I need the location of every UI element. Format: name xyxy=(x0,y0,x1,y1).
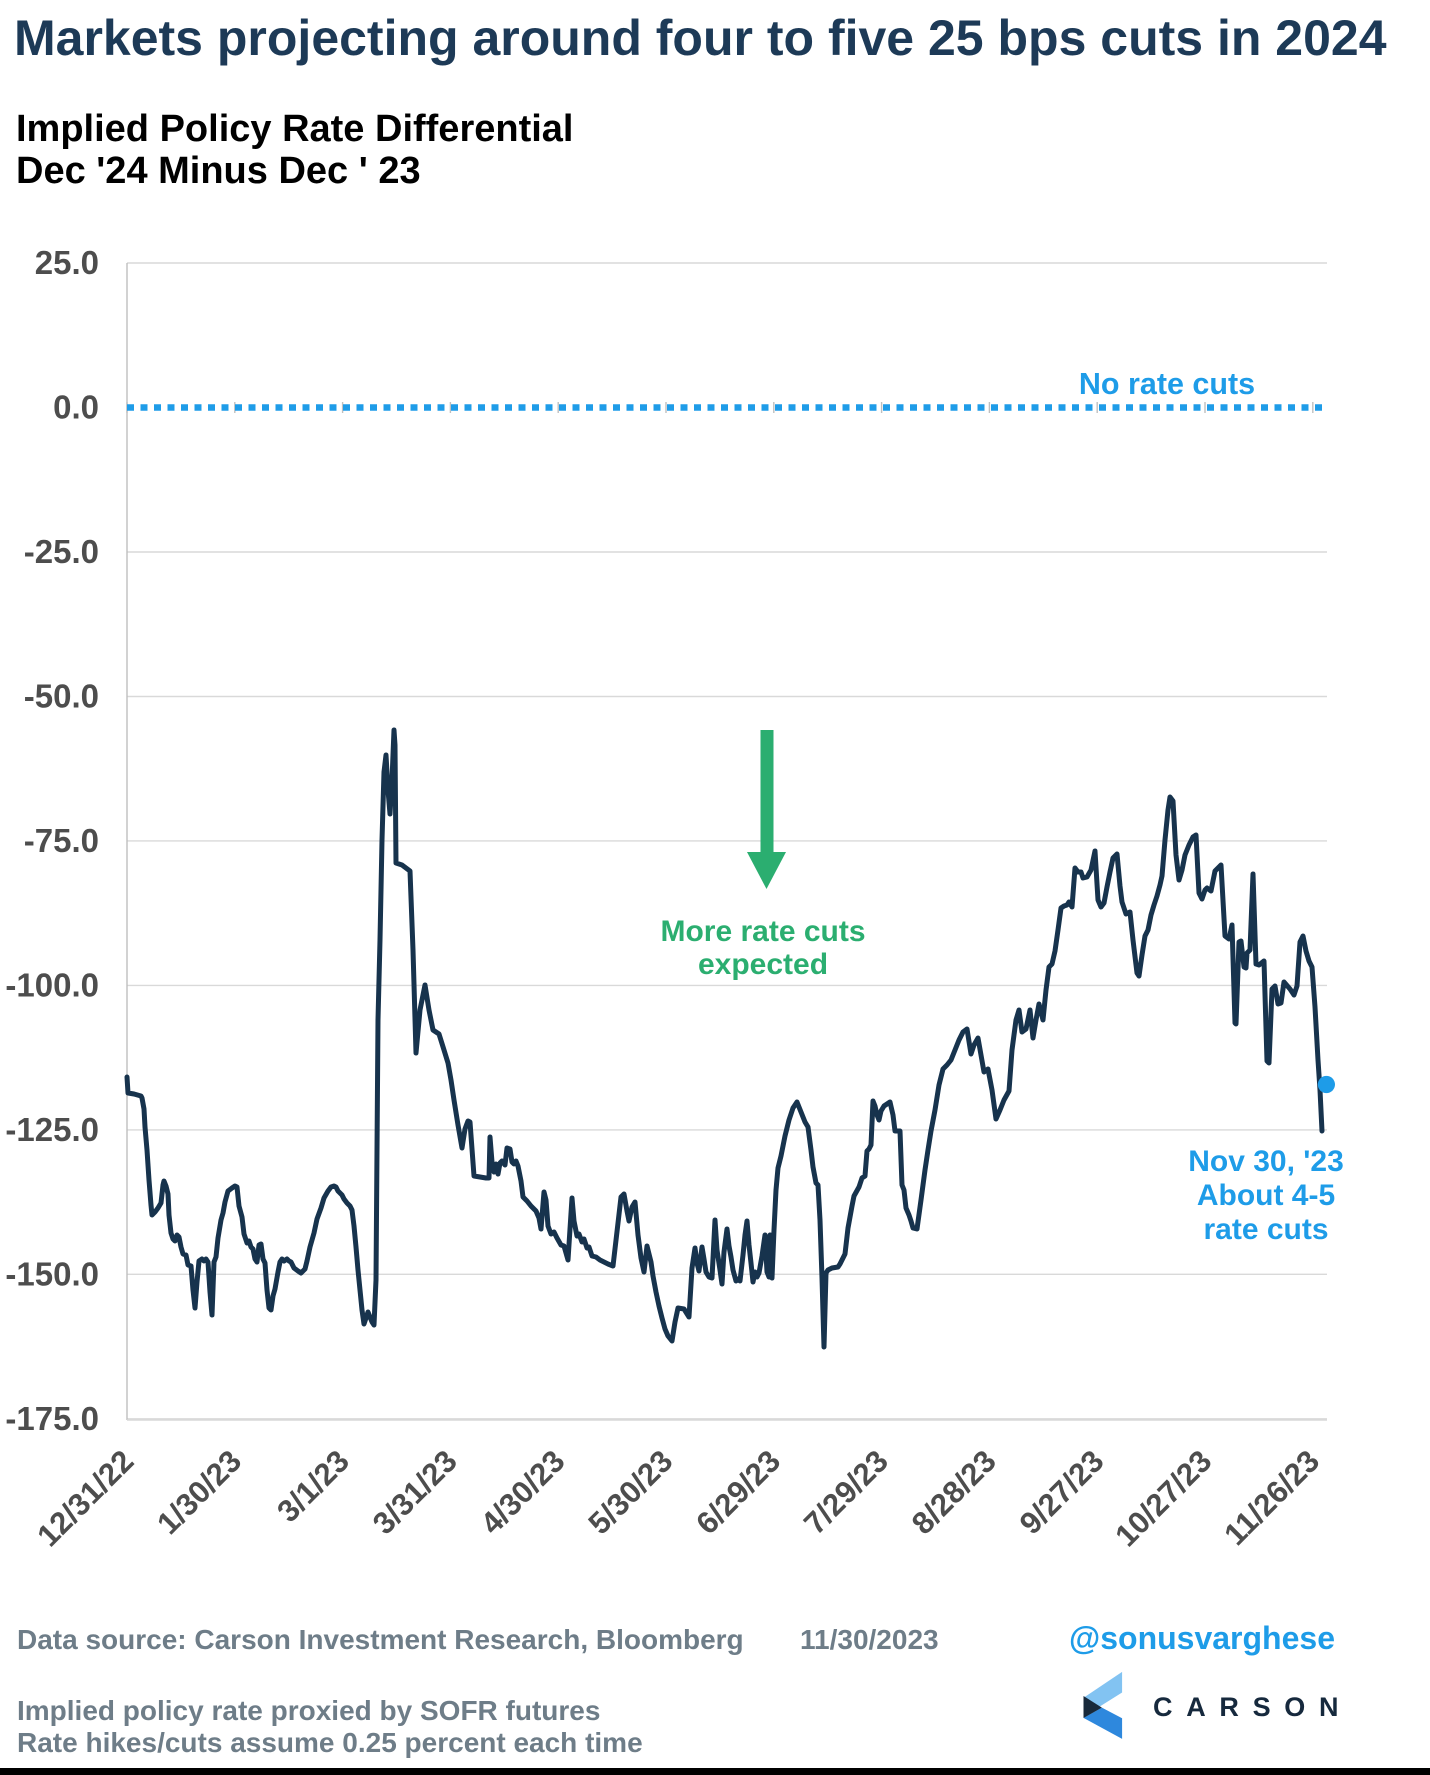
svg-text:-150.0: -150.0 xyxy=(5,1255,99,1292)
svg-text:No rate cuts: No rate cuts xyxy=(1079,367,1255,401)
svg-text:-25.0: -25.0 xyxy=(24,533,99,570)
svg-text:5/30/23: 5/30/23 xyxy=(581,1443,679,1541)
svg-text:expected: expected xyxy=(698,948,828,981)
svg-text:7/29/23: 7/29/23 xyxy=(797,1443,895,1541)
svg-text:25.0: 25.0 xyxy=(35,244,99,281)
svg-text:-175.0: -175.0 xyxy=(5,1400,99,1437)
svg-text:1/30/23: 1/30/23 xyxy=(150,1443,248,1541)
svg-text:About 4-5: About 4-5 xyxy=(1197,1179,1335,1212)
svg-text:-50.0: -50.0 xyxy=(24,678,99,715)
svg-text:@sonusvarghese: @sonusvarghese xyxy=(1069,1620,1335,1656)
svg-text:12/31/22: 12/31/22 xyxy=(30,1443,140,1553)
svg-text:3/31/23: 3/31/23 xyxy=(366,1443,464,1541)
svg-text:3/1/23: 3/1/23 xyxy=(270,1443,356,1529)
svg-text:Implied policy rate proxied by: Implied policy rate proxied by SOFR futu… xyxy=(17,1695,600,1726)
svg-text:8/28/23: 8/28/23 xyxy=(905,1443,1003,1541)
svg-text:-125.0: -125.0 xyxy=(5,1111,99,1148)
svg-text:9/27/23: 9/27/23 xyxy=(1013,1443,1111,1541)
svg-text:Rate hikes/cuts assume 0.25 pe: Rate hikes/cuts assume 0.25 percent each… xyxy=(17,1727,643,1758)
svg-text:11/30/2023: 11/30/2023 xyxy=(800,1624,939,1655)
svg-text:Data source: Carson Investment: Data source: Carson Investment Research,… xyxy=(17,1624,744,1655)
svg-text:CARSON: CARSON xyxy=(1153,1692,1352,1722)
svg-text:Nov 30, '23: Nov 30, '23 xyxy=(1188,1145,1344,1178)
svg-text:10/27/23: 10/27/23 xyxy=(1108,1443,1218,1553)
svg-text:11/26/23: 11/26/23 xyxy=(1217,1443,1326,1552)
svg-text:rate cuts: rate cuts xyxy=(1203,1213,1328,1246)
svg-text:More rate cuts: More rate cuts xyxy=(660,915,865,948)
svg-text:6/29/23: 6/29/23 xyxy=(689,1443,787,1541)
svg-text:0.0: 0.0 xyxy=(53,389,99,426)
svg-text:-100.0: -100.0 xyxy=(5,966,99,1003)
svg-text:-75.0: -75.0 xyxy=(24,822,99,859)
svg-text:4/30/23: 4/30/23 xyxy=(474,1443,572,1541)
